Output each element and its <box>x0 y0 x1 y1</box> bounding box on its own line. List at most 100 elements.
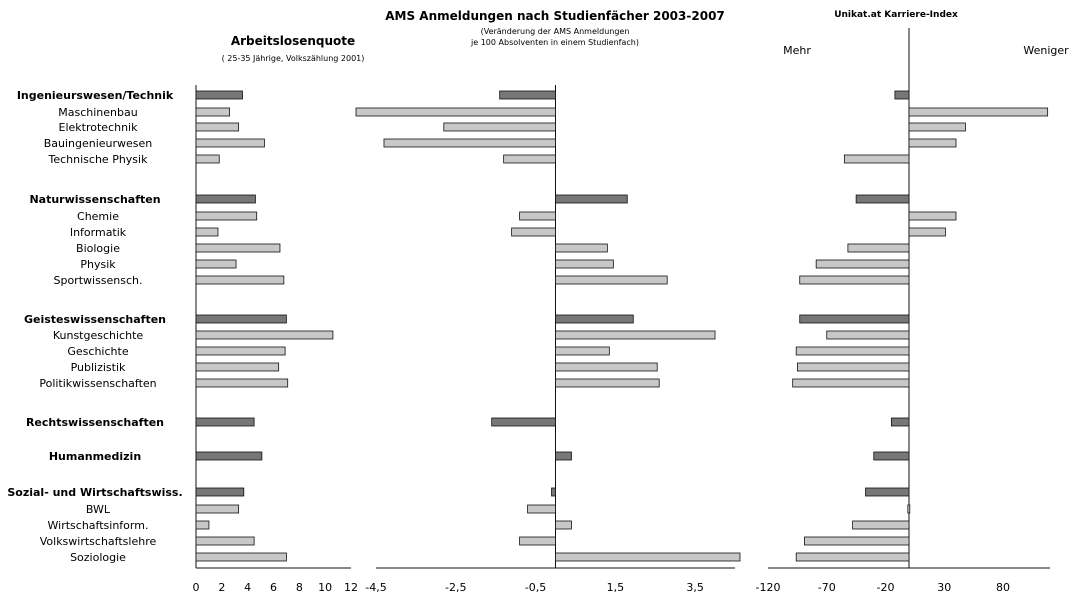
category-label: Geschichte <box>67 345 128 358</box>
bar <box>196 315 286 323</box>
bar <box>556 260 614 268</box>
category-label: Bauingenieurwesen <box>44 137 153 150</box>
bar <box>500 91 556 99</box>
panel-title: Unikat.at Karriere-Index <box>834 10 958 20</box>
bar <box>196 505 239 513</box>
category-label: Maschinenbau <box>58 106 137 119</box>
x-tick-label: 80 <box>996 581 1010 594</box>
bar <box>556 347 610 355</box>
x-tick-label: -20 <box>877 581 895 594</box>
category-label: BWL <box>86 503 111 516</box>
panel-subtitle: ( 25-35 Jährige, Volkszählung 2001) <box>222 54 365 63</box>
group-label: Ingenieurswesen/Technik <box>17 89 174 102</box>
bar <box>556 195 628 203</box>
bar <box>796 347 909 355</box>
bar <box>196 537 254 545</box>
x-tick-label: 0 <box>193 581 200 594</box>
bar <box>800 276 909 284</box>
group-label: Sozial- und Wirtschaftswiss. <box>7 486 182 499</box>
x-tick-label: 4 <box>244 581 251 594</box>
category-label: Publizistik <box>71 361 126 374</box>
bar <box>797 363 909 371</box>
bar <box>556 379 660 387</box>
bar <box>196 108 230 116</box>
bar <box>556 331 716 339</box>
x-tick-label: 12 <box>344 581 358 594</box>
bar <box>196 553 286 561</box>
bar <box>909 108 1048 116</box>
x-tick-label: -4,5 <box>365 581 386 594</box>
x-tick-label: 3,5 <box>686 581 704 594</box>
bar <box>196 452 262 460</box>
x-tick-label: 10 <box>318 581 332 594</box>
bar <box>552 488 556 496</box>
bar <box>512 228 556 236</box>
bar <box>196 91 243 99</box>
bar <box>196 521 209 529</box>
bar <box>196 155 219 163</box>
category-label: Biologie <box>76 242 120 255</box>
group-label: Geisteswissenschaften <box>24 313 166 326</box>
bar <box>520 212 556 220</box>
x-tick-label: 1,5 <box>607 581 625 594</box>
bar <box>895 91 909 99</box>
bar <box>556 521 572 529</box>
bar <box>816 260 909 268</box>
bar <box>196 123 239 131</box>
bar <box>908 505 910 513</box>
category-label: Physik <box>80 258 116 271</box>
bar <box>804 537 909 545</box>
bar <box>556 363 658 371</box>
bar <box>528 505 556 513</box>
category-label: Kunstgeschichte <box>53 329 144 342</box>
bar <box>196 331 333 339</box>
x-tick-label: 6 <box>270 581 277 594</box>
category-label: Wirtschaftsinform. <box>48 519 149 532</box>
bar <box>556 553 741 561</box>
category-label: Soziologie <box>70 551 126 564</box>
bar <box>856 195 909 203</box>
bar <box>504 155 556 163</box>
bar <box>909 212 956 220</box>
bar <box>793 379 909 387</box>
side-label: Mehr <box>783 44 811 57</box>
bar <box>196 139 264 147</box>
panel-title: Arbeitslosenquote <box>231 34 355 48</box>
panel-subtitle: je 100 Absolventen in einem Studienfach) <box>470 38 639 47</box>
bar <box>909 123 965 131</box>
bar <box>196 260 236 268</box>
group-label: Naturwissenschaften <box>29 193 160 206</box>
bar <box>848 244 909 252</box>
panel-title: AMS Anmeldungen nach Studienfächer 2003-… <box>385 9 725 23</box>
bar <box>891 418 909 426</box>
x-tick-label: -0,5 <box>525 581 546 594</box>
x-tick-label: -70 <box>818 581 836 594</box>
bar <box>796 553 909 561</box>
bar <box>196 212 257 220</box>
x-tick-label: -2,5 <box>445 581 466 594</box>
bar <box>844 155 909 163</box>
bar <box>909 228 945 236</box>
category-label: Politikwissenschaften <box>39 377 156 390</box>
bar <box>520 537 556 545</box>
bar <box>853 521 909 529</box>
bar <box>866 488 909 496</box>
bar <box>196 276 284 284</box>
bar <box>356 108 556 116</box>
bar <box>874 452 909 460</box>
bar <box>827 331 909 339</box>
category-label: Informatik <box>70 226 127 239</box>
bar <box>196 195 255 203</box>
bar <box>196 244 280 252</box>
bar <box>196 488 244 496</box>
group-label: Rechtswissenschaften <box>26 416 164 429</box>
x-tick-label: 30 <box>937 581 951 594</box>
category-label: Sportwissensch. <box>53 274 142 287</box>
x-tick-label: 8 <box>296 581 303 594</box>
bar <box>444 123 556 131</box>
category-label: Elektrotechnik <box>59 121 139 134</box>
bar <box>800 315 909 323</box>
category-label: Chemie <box>77 210 119 223</box>
bar <box>556 452 572 460</box>
